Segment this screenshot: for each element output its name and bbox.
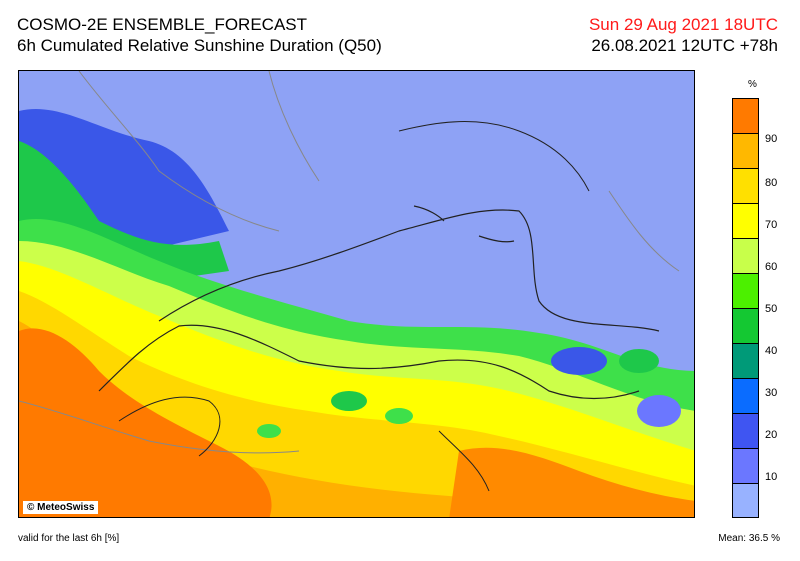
legend-swatch (733, 204, 758, 239)
legend-swatch (733, 169, 758, 204)
legend-swatch (733, 449, 758, 484)
legend-swatch (733, 309, 758, 344)
legend-tick: 30 (765, 387, 778, 399)
legend-swatch (733, 379, 758, 414)
forecast-map: © MeteoSwiss (18, 70, 695, 518)
legend-tick: 10 (765, 471, 778, 483)
legend-swatch (733, 344, 758, 379)
valid-time: Sun 29 Aug 2021 18UTC (588, 15, 778, 34)
color-legend (732, 98, 759, 518)
legend-tick: 80 (765, 177, 778, 189)
legend-unit: % (748, 79, 757, 90)
map-field (19, 71, 694, 517)
legend-swatch (733, 274, 758, 309)
chart-title: COSMO-2E ENSEMBLE_FORECAST (17, 15, 308, 34)
validity-note: valid for the last 6h [%] (18, 533, 120, 544)
run-info: 26.08.2021 12UTC +78h (591, 36, 778, 55)
chart-subtitle: 6h Cumulated Relative Sunshine Duration … (17, 36, 382, 55)
legend-tick: 20 (765, 429, 778, 441)
legend-swatch (733, 414, 758, 449)
legend-swatch (733, 99, 758, 134)
legend-swatch (733, 484, 758, 517)
title-block: COSMO-2E ENSEMBLE_FORECAST 6h Cumulated … (17, 14, 382, 56)
mean-value: Mean: 36.5 % (718, 533, 780, 544)
legend-tick: 60 (765, 261, 778, 273)
legend-tick: 90 (765, 133, 778, 145)
legend-tick: 40 (765, 345, 778, 357)
time-block: Sun 29 Aug 2021 18UTC 26.08.2021 12UTC +… (589, 14, 778, 56)
legend-swatch (733, 134, 758, 169)
legend-tick: 50 (765, 303, 778, 315)
meteoswiss-credit: © MeteoSwiss (23, 501, 99, 514)
legend-tick: 70 (765, 219, 778, 231)
legend-swatch (733, 239, 758, 274)
